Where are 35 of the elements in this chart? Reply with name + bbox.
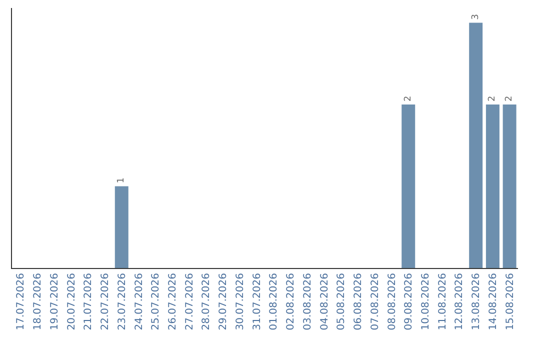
x-tick-label: 23.07.2026 — [116, 273, 128, 330]
x-tick-label: 12.08.2026 — [454, 273, 466, 330]
x-tick-label: 13.08.2026 — [471, 273, 482, 330]
data-label: 3 — [470, 14, 481, 20]
data-label: 2 — [403, 96, 414, 102]
x-tick-label: 10.08.2026 — [420, 273, 432, 330]
x-tick-label: 03.08.2026 — [302, 273, 314, 330]
x-tick-label: 31.07.2026 — [252, 273, 263, 330]
x-tick-label: 09.08.2026 — [404, 273, 415, 330]
x-tick-label: 17.07.2026 — [16, 273, 27, 330]
x-tick-label: 06.08.2026 — [353, 273, 364, 330]
x-tick-label: 28.07.2026 — [201, 273, 212, 330]
x-tick-label: 19.07.2026 — [49, 273, 60, 330]
x-tick-label: 26.07.2026 — [167, 273, 178, 330]
x-tick-label: 21.07.2026 — [83, 273, 94, 330]
x-tick-label: 27.07.2026 — [184, 273, 196, 330]
x-tick-label: 18.07.2026 — [32, 273, 44, 330]
x-tick-label: 02.08.2026 — [286, 273, 297, 330]
x-tick-label: 15.08.2026 — [504, 273, 516, 330]
x-tick-label: 14.08.2026 — [488, 273, 499, 330]
data-label: 1 — [116, 178, 127, 184]
x-tick-label: 29.07.2026 — [218, 273, 230, 330]
x-tick-label: 05.08.2026 — [336, 273, 348, 330]
x-tick-label: 04.08.2026 — [319, 273, 330, 330]
x-tick-label: 01.08.2026 — [268, 273, 280, 330]
x-tick-label: 08.08.2026 — [386, 273, 398, 330]
x-tick-label: 30.07.2026 — [234, 273, 246, 330]
x-tick-label: 22.07.2026 — [100, 273, 112, 330]
data-label: 2 — [504, 96, 515, 102]
x-tick-label: 25.07.2026 — [150, 273, 162, 330]
x-tick-label: 11.08.2026 — [437, 273, 448, 330]
x-tick-label: 20.07.2026 — [66, 273, 78, 330]
x-tick-label: 07.08.2026 — [370, 273, 381, 330]
data-label: 2 — [488, 96, 498, 102]
x-tick-label: 24.07.2026 — [134, 273, 145, 330]
